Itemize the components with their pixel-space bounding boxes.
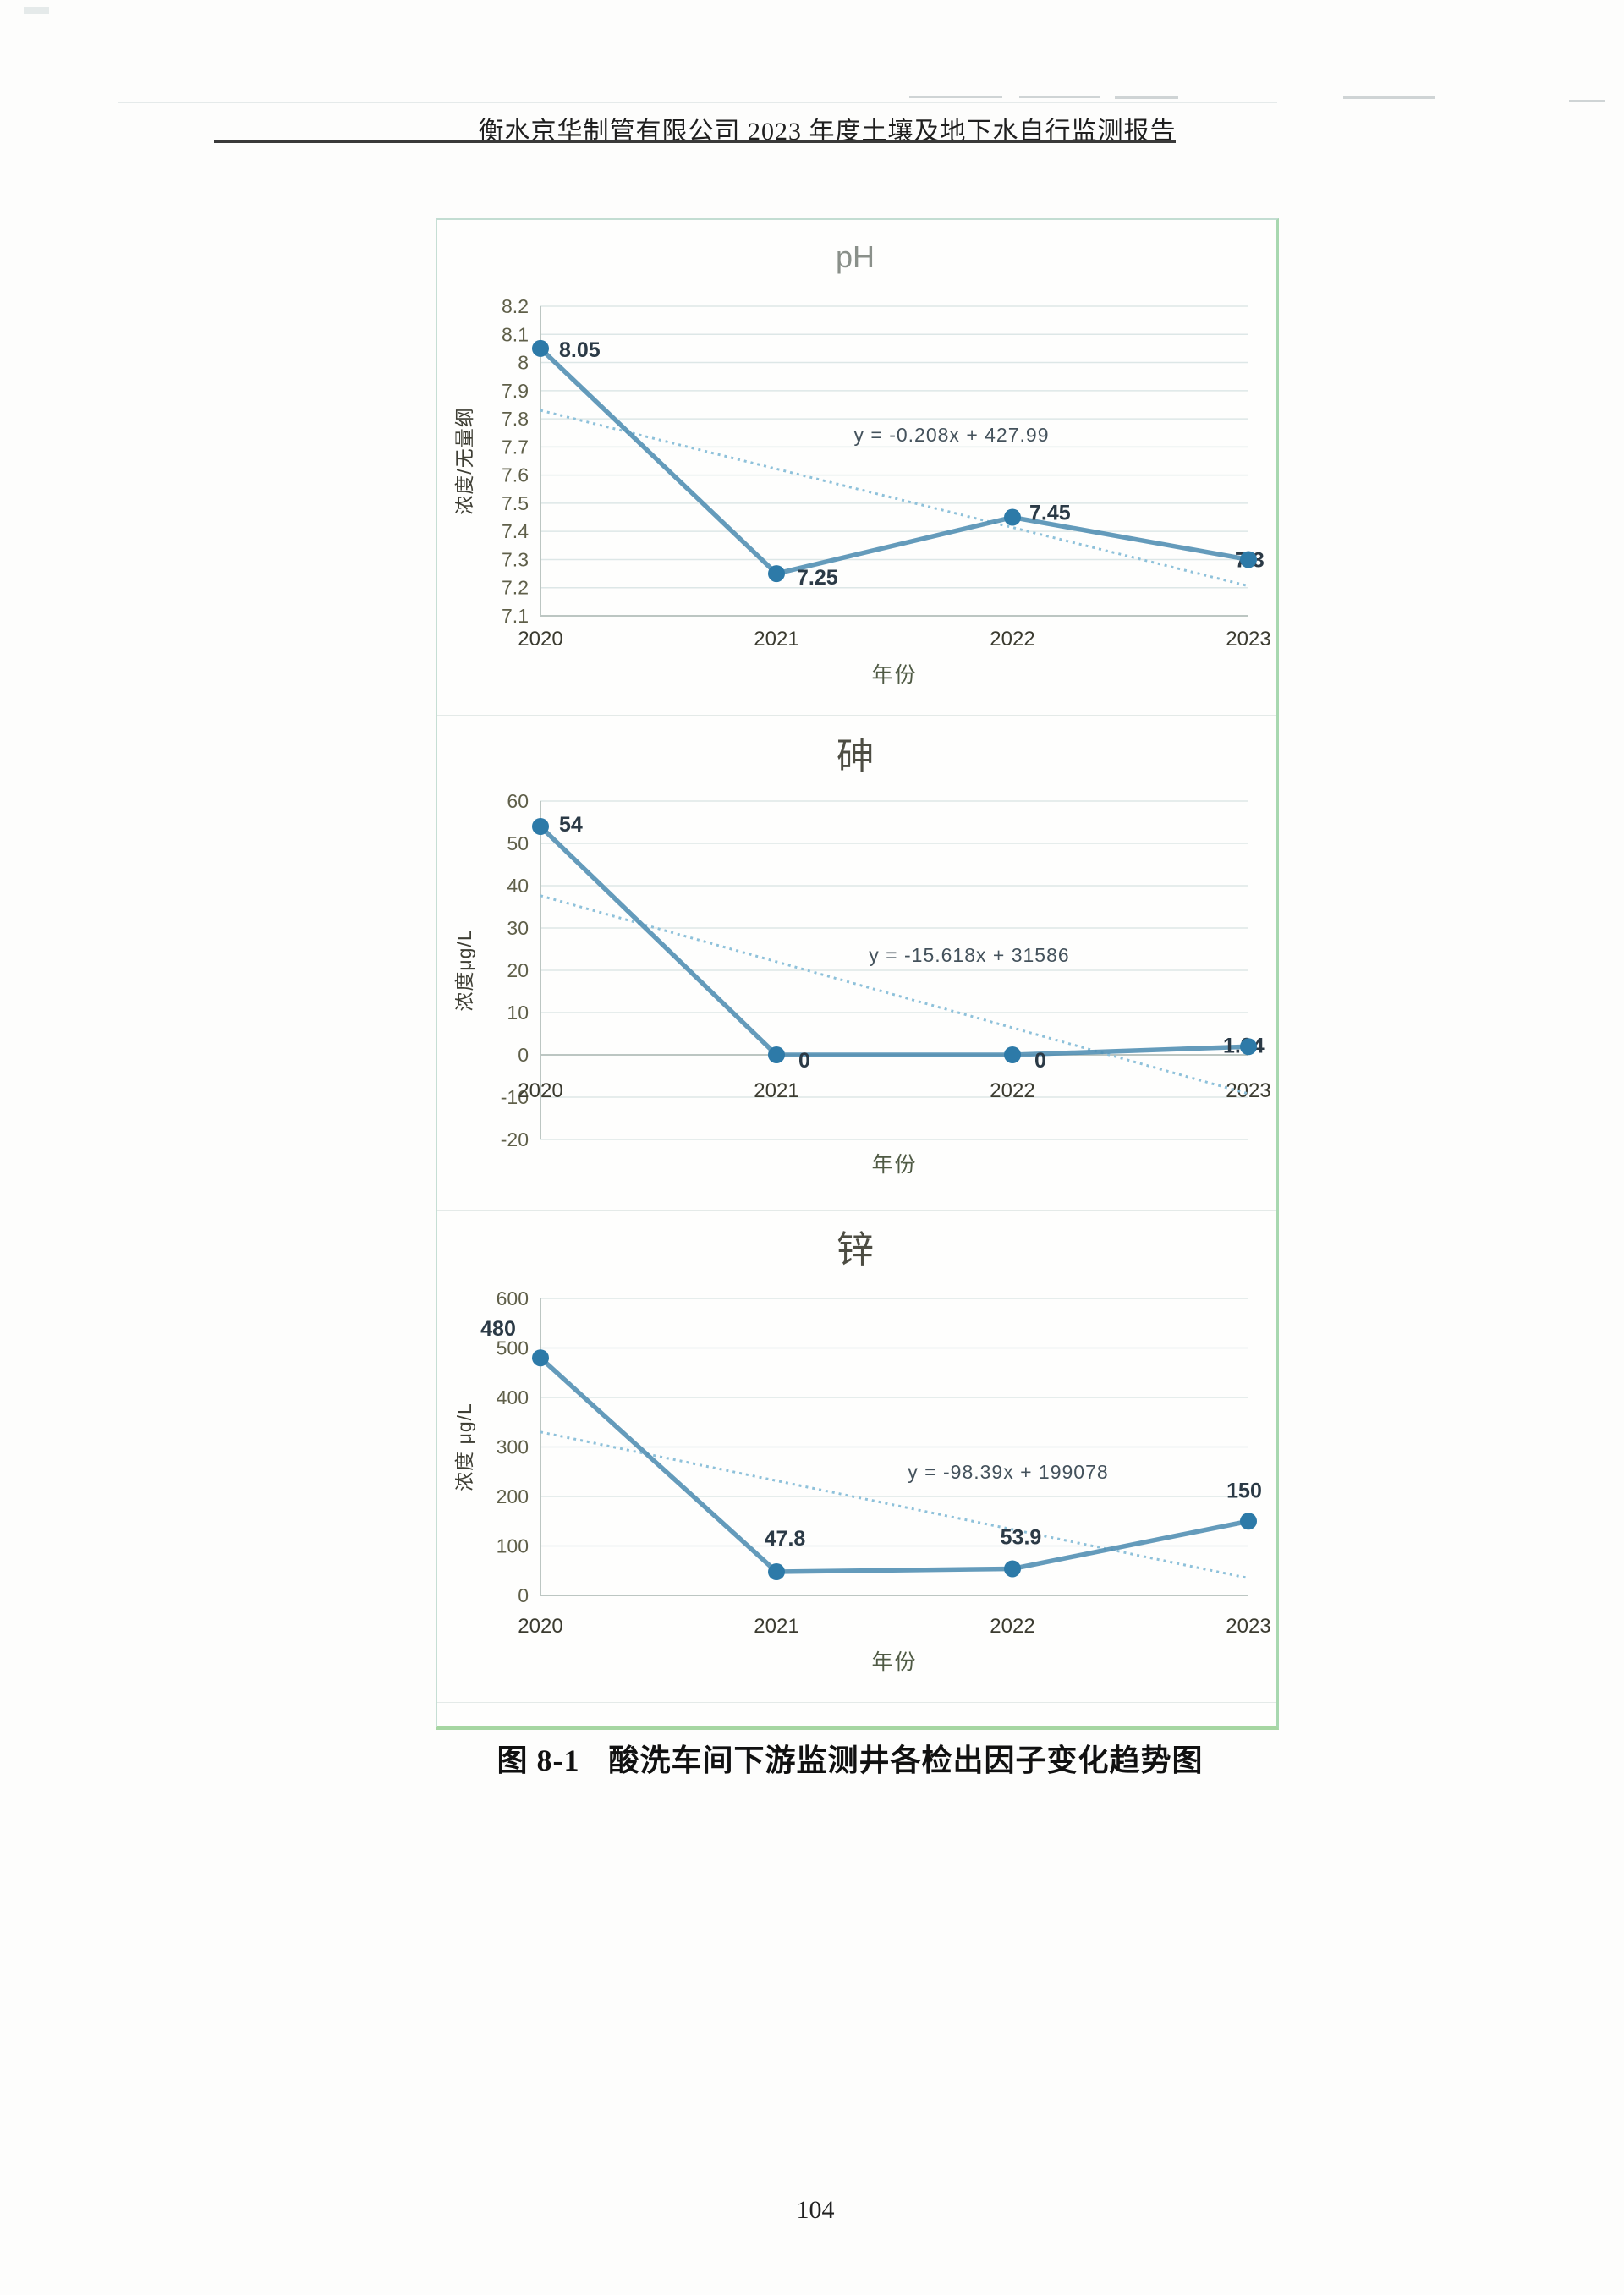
data-point — [768, 1563, 785, 1581]
data-label: 0 — [798, 1049, 810, 1073]
series-line — [539, 346, 1249, 577]
header-rule — [214, 140, 1176, 143]
data-point — [1004, 1560, 1021, 1578]
x-tick-label: 2020 — [518, 1079, 562, 1102]
y-tick-label: 7.4 — [502, 520, 529, 542]
series-line — [539, 825, 1249, 1057]
scan-artifact — [24, 7, 49, 14]
chart-separator — [437, 715, 1276, 716]
x-axis-title: 年份 — [871, 663, 917, 687]
y-tick-label: 600 — [497, 1288, 529, 1309]
data-label: 480 — [480, 1317, 516, 1341]
chart-title: pH — [836, 239, 875, 274]
x-tick-label: 2022 — [990, 628, 1034, 651]
x-tick-label: 2020 — [518, 628, 562, 651]
scan-artifact — [1115, 96, 1178, 99]
y-tick-label: 7.2 — [502, 577, 529, 599]
scan-artifact — [1343, 96, 1435, 99]
y-tick-label: 20 — [507, 959, 529, 981]
series-line — [539, 1356, 1249, 1574]
data-label: 0 — [1034, 1049, 1046, 1073]
trendline — [540, 1430, 1249, 1579]
data-label: 7.45 — [1029, 502, 1071, 525]
trend-equation: y = -15.618x + 31586 — [869, 944, 1069, 966]
y-tick-label: 7.6 — [502, 464, 529, 486]
y-tick-label: 10 — [507, 1002, 529, 1024]
data-point — [532, 818, 549, 835]
data-point — [1240, 1038, 1257, 1056]
data-point — [768, 565, 785, 583]
y-axis-title: 浓度 μg/L — [453, 1403, 475, 1491]
scan-artifact — [1569, 100, 1605, 102]
data-point — [1240, 1513, 1257, 1530]
figure-caption-number: 图 8-1 — [497, 1743, 580, 1777]
chart-separator — [437, 1702, 1276, 1703]
y-tick-label: 7.5 — [502, 492, 529, 514]
y-tick-label: 8 — [518, 352, 529, 374]
figure-caption-text: 酸洗车间下游监测井各检出因子变化趋势图 — [608, 1743, 1204, 1777]
y-tick-label: 300 — [497, 1436, 529, 1458]
y-tick-label: 100 — [497, 1535, 529, 1557]
data-point — [532, 339, 549, 357]
trendline — [540, 894, 1249, 1095]
y-tick-label: 7.7 — [502, 436, 529, 458]
x-tick-label: 2021 — [754, 628, 798, 651]
y-tick-label: 200 — [497, 1485, 529, 1507]
trend-equation: y = -0.208x + 427.99 — [854, 424, 1050, 446]
y-tick-label: 400 — [497, 1386, 529, 1408]
y-tick-label: 7.9 — [502, 380, 529, 402]
y-tick-label: 60 — [507, 790, 529, 812]
x-tick-label: 2021 — [754, 1079, 798, 1102]
x-tick-label: 2021 — [754, 1615, 798, 1638]
x-tick-label: 2022 — [990, 1079, 1034, 1102]
arsenic-trend-chart: 60 50 40 30 20 10 0 -10 -20 2020 2021 2022 2023 y = -… — [453, 736, 1271, 1177]
x-tick-label: 2022 — [990, 1615, 1034, 1638]
figure-caption: 图 8-1 酸洗车间下游监测井各检出因子变化趋势图 — [497, 1736, 1203, 1780]
data-label: 8.05 — [559, 338, 601, 362]
y-tick-label: 500 — [497, 1337, 529, 1359]
data-point — [1240, 551, 1257, 568]
data-label: 150 — [1226, 1479, 1262, 1502]
data-point — [1004, 508, 1021, 526]
scan-artifact — [118, 102, 1277, 103]
y-tick-label: 0 — [518, 1584, 529, 1606]
scan-artifact — [1019, 96, 1100, 98]
y-tick-label: -10 — [501, 1086, 529, 1108]
data-label: 53.9 — [1001, 1525, 1042, 1549]
data-label: 7.25 — [797, 566, 838, 590]
data-point — [768, 1046, 785, 1063]
x-tick-label: 2023 — [1226, 1615, 1270, 1638]
charts-panel: 8.2 8.1 8 7.9 7.8 7.7 7.6 7.5 7.4 7.3 7.2 7.1 2020 20… — [436, 218, 1279, 1730]
y-tick-label: 30 — [507, 917, 529, 939]
data-label: 54 — [559, 813, 583, 837]
y-tick-label: 7.3 — [502, 548, 529, 570]
chart-separator — [437, 1210, 1276, 1211]
data-point — [532, 1349, 549, 1367]
x-tick-label: 2023 — [1226, 628, 1270, 651]
y-tick-label: 7.1 — [502, 605, 529, 627]
chart-title: 砷 — [837, 736, 874, 777]
y-tick-label: 0 — [518, 1044, 529, 1066]
page-number: 104 — [796, 2196, 835, 2224]
x-axis-title: 年份 — [871, 1650, 917, 1674]
data-label: 47.8 — [765, 1527, 806, 1551]
zinc-trend-chart: 600 500 400 300 200 100 0 2020 2021 2022 2023 y = -… — [453, 1229, 1271, 1674]
y-tick-label: 8.1 — [502, 323, 529, 345]
y-axis-title: 浓度/无量纲 — [453, 407, 475, 514]
y-axis-title: 浓度μg/L — [453, 929, 475, 1011]
x-tick-label: 2020 — [518, 1615, 562, 1638]
scan-artifact — [909, 96, 1002, 98]
chart-title: 锌 — [837, 1229, 874, 1271]
x-tick-label: 2023 — [1226, 1079, 1270, 1102]
data-point — [1004, 1046, 1021, 1063]
y-tick-label: 8.2 — [502, 295, 529, 317]
x-axis-title: 年份 — [871, 1153, 917, 1177]
y-tick-label: -20 — [501, 1128, 529, 1150]
y-tick-label: 50 — [507, 832, 529, 854]
trend-equation: y = -98.39x + 199078 — [908, 1461, 1108, 1483]
y-tick-label: 40 — [507, 875, 529, 897]
y-tick-label: 7.8 — [502, 408, 529, 430]
